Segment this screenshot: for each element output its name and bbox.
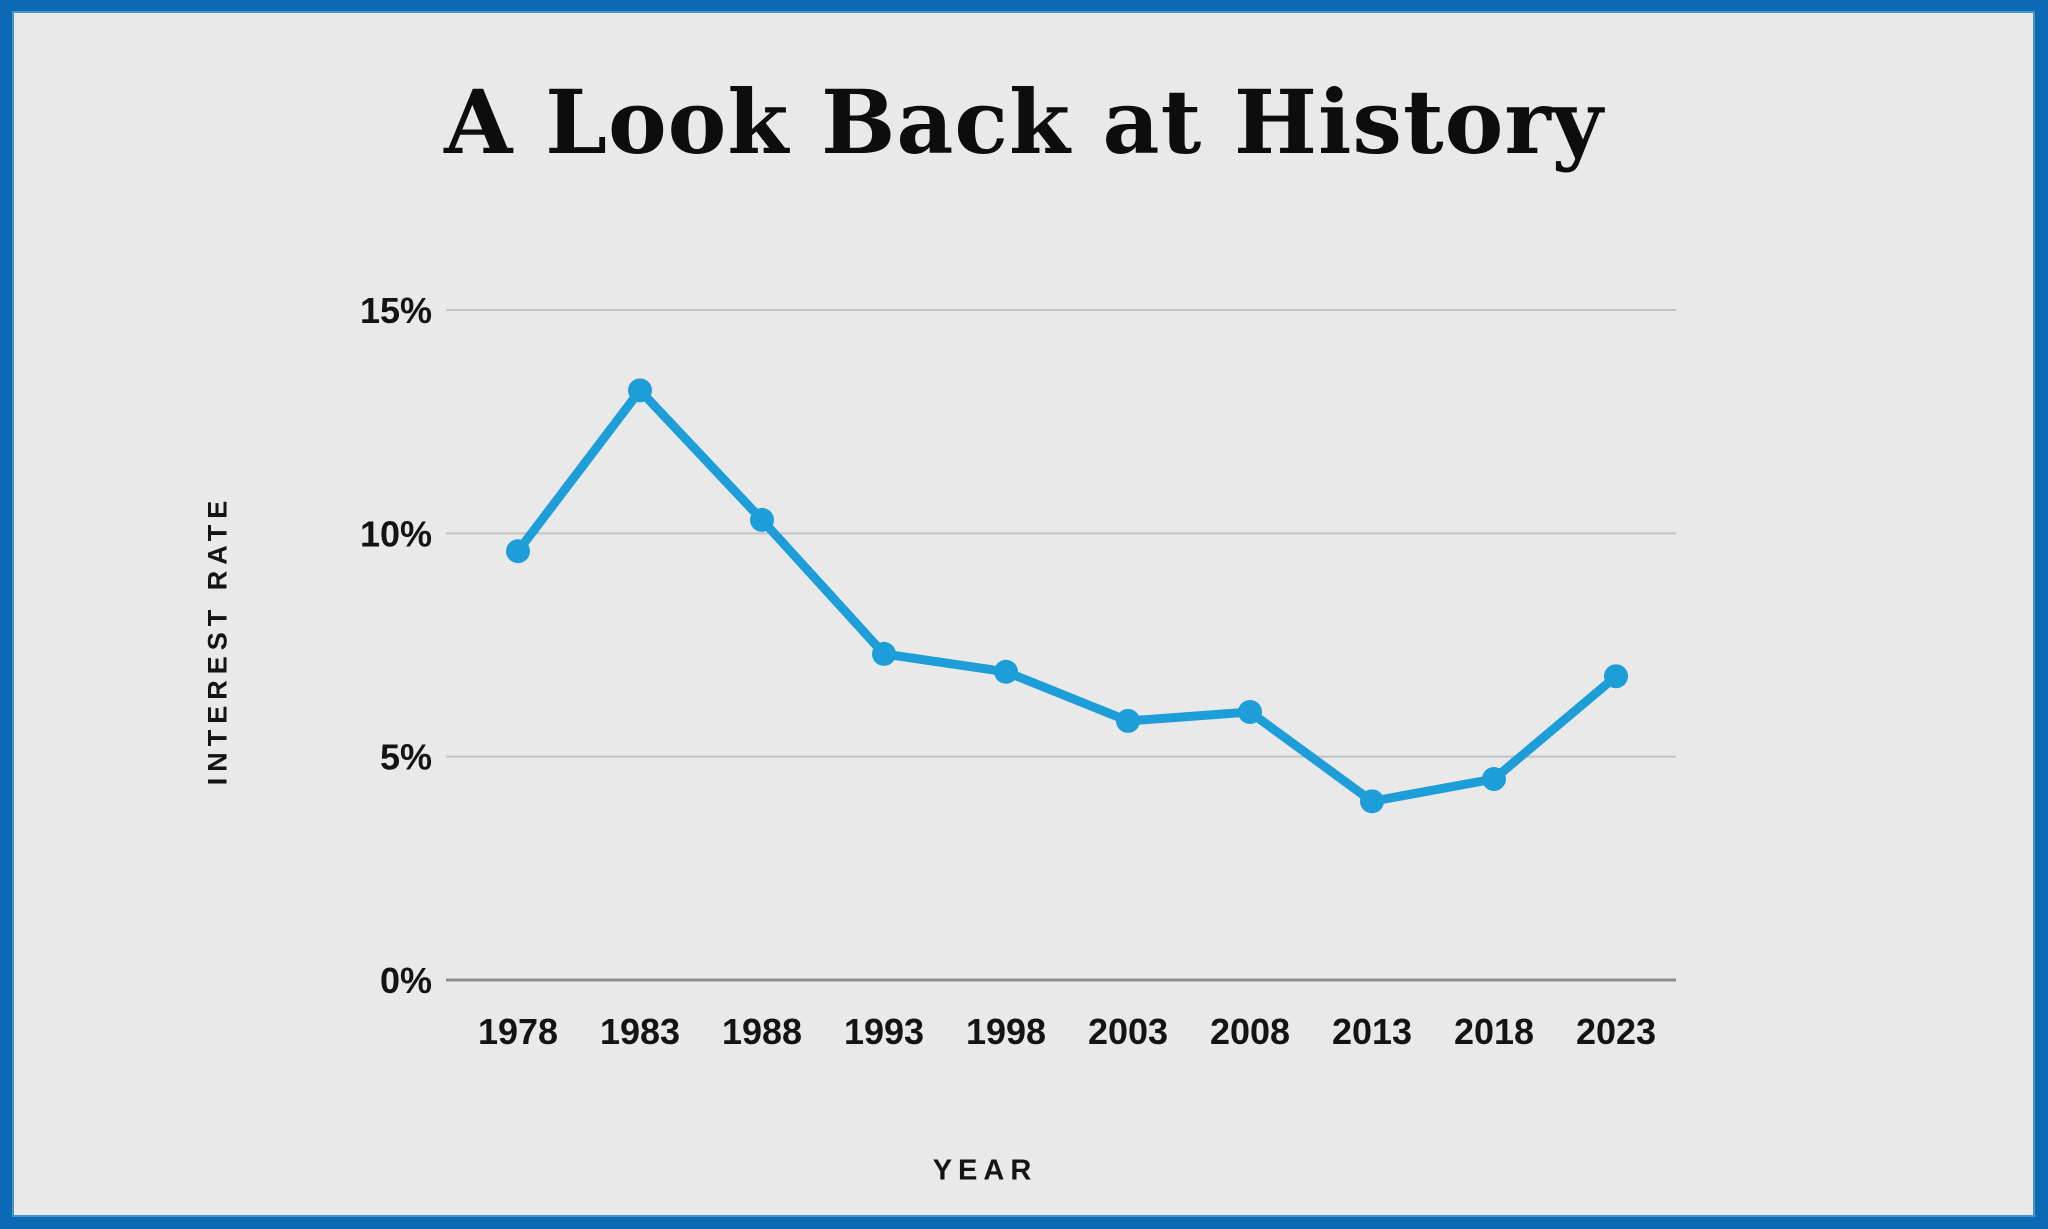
data-point-1978 (506, 539, 530, 564)
x-tick-label-2008: 2008 (1210, 1011, 1290, 1052)
x-tick-label-2013: 2013 (1332, 1011, 1412, 1052)
x-tick-label-2018: 2018 (1454, 1011, 1534, 1052)
chart-background (12, 11, 2035, 1217)
x-tick-label-1998: 1998 (966, 1011, 1046, 1052)
x-tick-label-2003: 2003 (1088, 1011, 1168, 1052)
x-tick-label-1983: 1983 (600, 1011, 680, 1052)
x-tick-label-1988: 1988 (722, 1011, 802, 1052)
interest-rate-series-line (513, 385, 1621, 806)
data-point-2013 (1360, 789, 1384, 814)
y-tick-label-15%: 15% (360, 290, 432, 331)
y-tick-label-5%: 5% (380, 737, 432, 778)
data-point-2008 (1238, 700, 1262, 724)
data-point-2003 (1116, 708, 1140, 733)
x-tick-label-1978: 1978 (478, 1011, 558, 1052)
data-point-1983 (628, 378, 652, 403)
data-point-1988 (750, 507, 774, 532)
x-tick-label-2023: 2023 (1576, 1011, 1656, 1052)
chart-title: A Look Back at History (444, 70, 1604, 174)
y-tick-label-0%: 0% (380, 960, 432, 1001)
y-tick-label-10%: 10% (360, 513, 432, 554)
x-axis-title: YEAR (932, 1154, 1038, 1187)
data-point-2023 (1604, 664, 1628, 689)
x-tick-label-1993: 1993 (844, 1011, 924, 1052)
data-point-1993 (872, 641, 896, 666)
data-point-1998 (994, 659, 1018, 684)
data-point-2018 (1482, 767, 1506, 791)
